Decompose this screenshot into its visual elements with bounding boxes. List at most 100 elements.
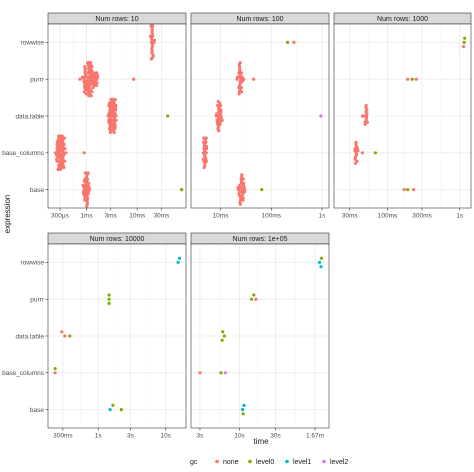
point-rowwise-none [149, 57, 153, 61]
x-tick-label: 1ms [80, 213, 93, 220]
point-purrr-level0 [410, 77, 414, 81]
panel-title: Num rows: 10000 [90, 236, 145, 243]
y-tick-label-data-table: data.table [15, 333, 44, 340]
point-base-columns-none [360, 151, 365, 155]
point-purrr-none [414, 77, 418, 81]
point-base-columns-none [54, 153, 59, 157]
panels-layer: Num rows: 10 300µs 1ms 3ms 10ms 30ms rowwise pu… [2, 12, 472, 440]
point-data-table-none [114, 103, 118, 108]
point-data-table-none [114, 118, 118, 122]
point-data-table-none [107, 127, 112, 131]
point-base-level1 [108, 408, 112, 412]
point-rowwise-none [148, 34, 153, 38]
point-purrr-none [83, 65, 87, 69]
point-purrr-none [406, 77, 410, 81]
point-base-columns-none [53, 371, 57, 375]
point-base-columns-none [353, 157, 357, 161]
panel-border [190, 243, 330, 429]
point-base-none [242, 181, 246, 185]
point-base-columns-none [355, 147, 359, 151]
legend-key-level2 [322, 459, 326, 464]
legend-key-level1 [285, 459, 289, 464]
point-base-none [402, 188, 406, 192]
point-data-table-none [63, 334, 67, 338]
point-base-columns-none [59, 167, 63, 171]
panel-title: Num rows: 1000 [377, 16, 428, 23]
point-data-table-none [217, 129, 221, 133]
point-purrr-none [78, 77, 82, 81]
y-tick-label-purrr: purrr [30, 297, 45, 304]
point-data-table-none [113, 127, 117, 131]
point-base-columns-none [202, 165, 206, 170]
panel-4: Num rows: 10000 300ms 1s 3s 10s rowwise purrr d… [2, 232, 187, 440]
panel-title: Num rows: 1e+05 [232, 236, 287, 243]
point-data-table-level0 [68, 334, 72, 338]
point-base-level0 [241, 412, 245, 416]
point-data-table-none [60, 330, 64, 334]
point-base-columns-none [63, 147, 67, 151]
x-tick-label: 10s [234, 433, 245, 440]
point-base-columns-none [354, 140, 358, 144]
point-data-table-none [360, 114, 365, 118]
point-base-columns-none [82, 151, 86, 155]
point-purrr-none [238, 61, 242, 65]
point-base-none [238, 202, 242, 206]
legend-key-none [215, 459, 219, 464]
x-axis-title: time [253, 437, 269, 446]
x-tick-label: 30s [270, 433, 281, 440]
point-base-columns-none [61, 138, 65, 142]
x-tick-label: 10s [161, 433, 172, 440]
point-base-columns-none [204, 159, 208, 163]
point-rowwise-none [462, 45, 466, 49]
x-tick-label: 100ms [378, 213, 398, 220]
point-purrr-none [237, 71, 241, 75]
point-purrr-none [85, 83, 89, 88]
point-data-table-level0 [221, 330, 225, 334]
point-purrr-none [89, 94, 93, 98]
point-base-none [83, 177, 87, 181]
point-rowwise-level1 [176, 260, 180, 264]
point-rowwise-level1 [319, 265, 323, 269]
x-tick-label: 1s [456, 213, 464, 220]
point-purrr-none [240, 75, 244, 79]
point-data-table-none [108, 114, 113, 118]
panel-1: Num rows: 10 300µs 1ms 3ms 10ms 30ms rowwise pu… [2, 12, 187, 220]
point-rowwise-level0 [286, 40, 290, 45]
legend-key-level0 [248, 459, 252, 464]
point-data-table-level0 [220, 338, 224, 342]
point-rowwise-none [292, 40, 296, 45]
y-axis-title: expression [3, 195, 12, 234]
point-purrr-none [87, 94, 91, 98]
point-purrr-none [240, 79, 245, 83]
y-tick-label-base: base [30, 407, 44, 414]
point-base-columns-none [58, 134, 62, 138]
point-base-none [238, 194, 242, 198]
point-data-table-none [364, 103, 368, 108]
y-tick-label-base-columns: base_columns [2, 370, 45, 377]
point-base-columns-none [353, 161, 357, 165]
panel-2: Num rows: 100 10ms 100ms 1s [190, 12, 330, 220]
point-purrr-level0 [107, 297, 111, 301]
point-data-table-none [112, 130, 116, 135]
point-base-level1 [242, 403, 246, 407]
legend-label-level0: level0 [256, 459, 274, 466]
x-tick-label: 10ms [129, 213, 146, 220]
point-base-none [84, 171, 88, 175]
legend-label-none: none [223, 459, 239, 466]
panel-title: Num rows: 10 [95, 16, 138, 23]
point-base-columns-none [56, 138, 60, 142]
point-base-none [240, 190, 244, 194]
point-purrr-none [90, 81, 94, 85]
x-tick-label: 1.67m [306, 433, 324, 440]
point-data-table-none [107, 120, 111, 124]
point-base-level0 [406, 188, 410, 192]
y-tick-label-rowwise: rowwise [21, 40, 45, 47]
point-data-table-level0 [166, 114, 170, 118]
point-data-table-none [219, 108, 223, 112]
point-base-level0 [119, 408, 123, 412]
point-base-columns-none [201, 157, 206, 161]
point-base-level0 [260, 188, 264, 192]
point-purrr-none [94, 83, 98, 88]
point-data-table-none [108, 130, 112, 135]
point-purrr-level0 [107, 301, 111, 305]
